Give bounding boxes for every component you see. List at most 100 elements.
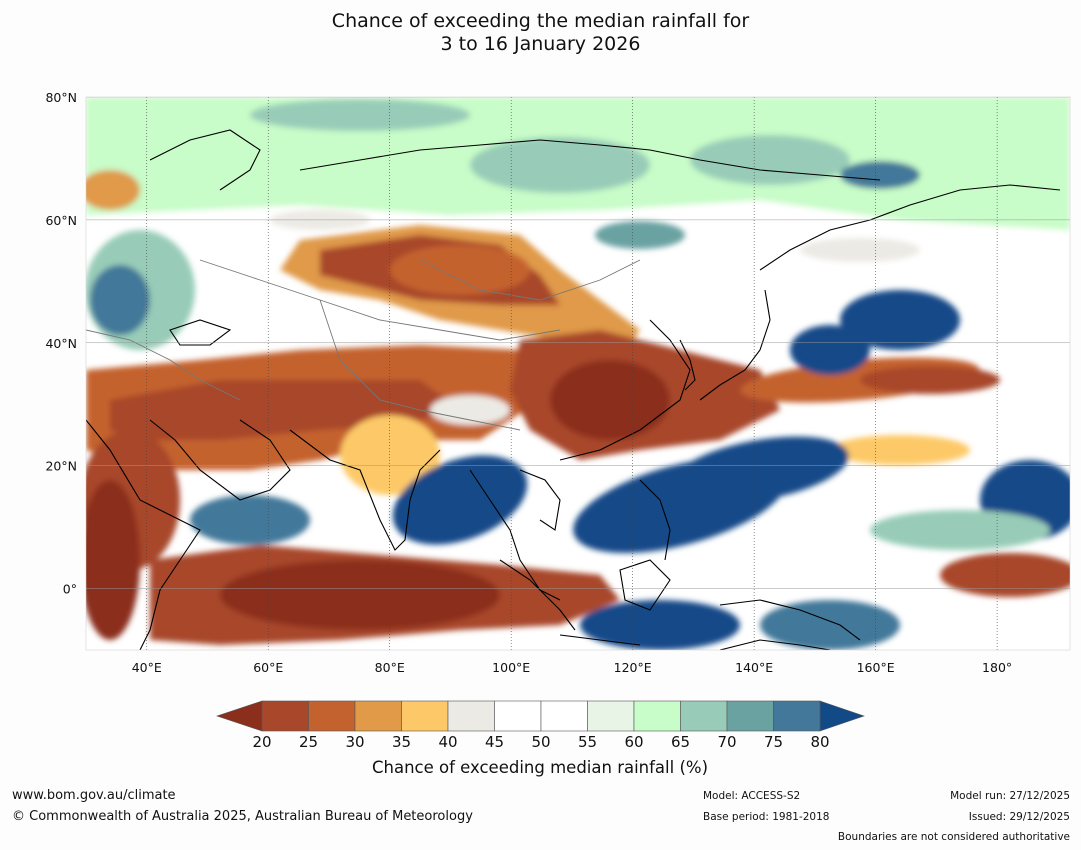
neutral-2 (800, 238, 920, 262)
coast-arabia (149, 419, 291, 501)
coast-southeast-asia (469, 469, 561, 601)
colorbar-tick-label: 55 (578, 733, 597, 751)
coast-siberia-north (299, 139, 881, 181)
colorbar-bin (633, 700, 681, 732)
boundaries-disclaimer: Boundaries are not considered authoritat… (837, 831, 1070, 843)
arctic-teal-3 (690, 135, 850, 185)
colorbar-tick-label: 35 (392, 733, 411, 751)
colorbar-over-arrow (819, 700, 865, 732)
coast-philippines (639, 479, 671, 561)
lon-label: 80°E (375, 660, 405, 675)
colorbar-bin (401, 700, 449, 732)
colorbar-tick-label: 70 (717, 733, 736, 751)
coast-scandinavia (149, 129, 261, 191)
colorbar-bin (587, 700, 635, 732)
coast-black-caspian (169, 319, 232, 346)
colorbar-tick-label: 20 (252, 733, 271, 751)
colorbar-bin (447, 700, 495, 732)
coast-japan (699, 289, 771, 401)
colorbar-bin (680, 700, 728, 732)
lat-label: 0° (63, 582, 77, 597)
arctic-teal-1 (470, 137, 650, 193)
coast-indochina (519, 469, 561, 531)
lat-label: 80°N (45, 90, 77, 105)
rainfall-field (86, 97, 1070, 650)
china-dry-core (550, 360, 670, 440)
coast-borneo (619, 559, 671, 611)
graticule (86, 97, 1070, 650)
maritime-wet (580, 600, 740, 650)
coast-africa-east (86, 419, 201, 650)
lat-label: 60°N (45, 213, 77, 228)
pacific-nw-wet-2 (790, 325, 870, 375)
border-3 (419, 259, 641, 301)
coastlines (86, 129, 1061, 650)
neutral-1 (430, 395, 510, 425)
colorbar-label: Chance of exceeding median rainfall (%) (371, 758, 709, 777)
colorbar-tick-label: 50 (531, 733, 550, 751)
colorbar-tick-label: 45 (485, 733, 504, 751)
longitude-labels: 40°E 60°E 80°E 100°E 120°E 140°E 160°E 180° (132, 660, 1012, 675)
arctic-blue-1 (840, 161, 920, 189)
mongolia-dry (390, 245, 530, 295)
colorbar-tick-label: 75 (764, 733, 783, 751)
colorbar-bin (261, 700, 309, 732)
coast-java (559, 634, 641, 646)
pacific-dry-3 (830, 435, 970, 465)
europe-blue (90, 265, 150, 335)
model-run-date: Model run: 27/12/2025 (950, 790, 1070, 802)
coast-india (289, 429, 441, 551)
colorbar-tick-label: 40 (438, 733, 457, 751)
coast-russia-east (759, 184, 1061, 271)
pacific-mid-wet (870, 510, 1050, 550)
coast-china (559, 319, 691, 461)
title-line-2: 3 to 16 January 2026 (440, 33, 641, 55)
coast-australia-top (719, 639, 831, 650)
colorbar-tick-label: 65 (671, 733, 690, 751)
colorbar-bin (726, 700, 774, 732)
lon-label: 140°E (735, 660, 773, 675)
colorbar: 20 25 30 35 40 45 50 55 60 65 70 75 80 (216, 700, 865, 751)
colorbar-tick-label: 60 (624, 733, 643, 751)
colorbar-bin (308, 700, 356, 732)
map-area (86, 97, 1070, 650)
lon-label: 160°E (857, 660, 895, 675)
africa-east-dry (86, 480, 140, 640)
coast-new-guinea (719, 599, 861, 641)
border-2 (319, 299, 521, 431)
website-link[interactable]: www.bom.gov.au/climate (12, 788, 176, 803)
lat-label: 20°N (45, 459, 77, 474)
pacific-dry-2 (860, 366, 1000, 394)
colorbar-tick-label: 80 (810, 733, 829, 751)
lon-label: 120°E (614, 660, 652, 675)
base-period: Base period: 1981-2018 (703, 811, 830, 823)
latitude-labels: 80°N 60°N 40°N 20°N 0° (45, 90, 77, 597)
map-frame (85, 96, 1071, 651)
colorbar-bin (494, 700, 542, 732)
coast-sumatra (499, 559, 576, 631)
png-wet (760, 600, 900, 650)
colorbar-under-arrow (216, 700, 263, 732)
colorbar-bin (354, 700, 402, 732)
arctic-blue-2 (595, 221, 685, 249)
coast-korea (679, 339, 696, 391)
colorbar-tick-label: 25 (299, 733, 318, 751)
model-name: Model: ACCESS-S2 (703, 790, 801, 802)
arctic-teal-2 (250, 99, 470, 131)
colorbar-bin (773, 700, 821, 732)
arabian-sea-wet (190, 495, 310, 545)
pacific-nw-wet (840, 290, 960, 350)
lon-label: 180° (982, 660, 1012, 675)
copyright-text: © Commonwealth of Australia 2025, Austra… (12, 809, 473, 824)
chart-title: Chance of exceeding the median rainfall … (0, 10, 1081, 56)
lon-label: 100°E (492, 660, 530, 675)
border-1 (199, 259, 561, 341)
philippine-wet (671, 436, 849, 504)
colorbar-bin (540, 700, 588, 732)
border-4 (86, 329, 241, 401)
issued-date: Issued: 29/12/2025 (968, 811, 1070, 823)
indian-ocean-dry-core (220, 560, 500, 630)
bay-of-bengal-wet (392, 455, 528, 545)
lon-label: 40°E (132, 660, 162, 675)
